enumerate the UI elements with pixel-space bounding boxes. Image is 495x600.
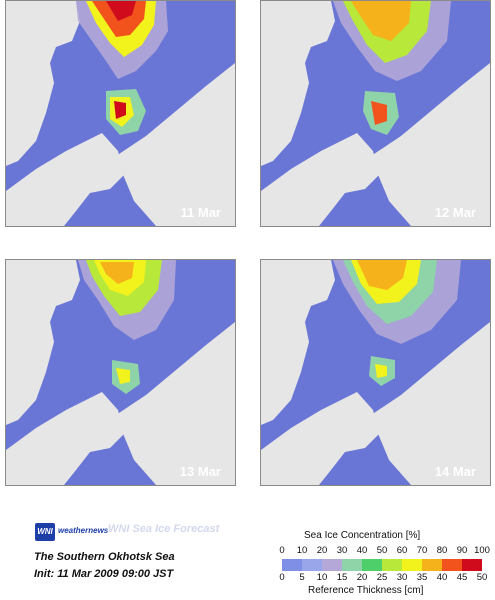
map-panel-12-mar: 12 Mar — [260, 0, 491, 227]
thickness-tick-label: 5 — [299, 572, 305, 583]
thickness-title: Reference Thickness [cm] — [308, 585, 424, 596]
color-bar-segment — [342, 559, 362, 571]
forecast-info: WNI weathernews WNI Sea Ice Forecast The… — [20, 520, 260, 595]
concentration-tick-label: 80 — [436, 545, 448, 556]
date-label: 13 Mar — [179, 464, 221, 479]
concentration-tick-label: 90 — [456, 545, 468, 556]
map-panel-14-mar: 14 Mar — [260, 259, 491, 486]
map-graphic — [6, 1, 235, 226]
map-graphic — [261, 1, 490, 226]
date-label: 11 Mar — [180, 205, 221, 220]
map-graphic — [6, 260, 235, 485]
thickness-tick-label: 40 — [436, 572, 448, 583]
concentration-ticks: 0 10 20 30 40 50 60 70 80 90 100 — [274, 545, 490, 557]
weathernews-logo-icon: WNI — [35, 523, 55, 541]
concentration-title: Sea Ice Concentration [%] — [304, 530, 421, 541]
init-time: Init: 11 Mar 2009 09:00 JST — [34, 568, 174, 580]
concentration-tick-label: 50 — [376, 545, 388, 556]
map-panel-13-mar: 13 Mar — [5, 259, 236, 486]
color-bar-segment — [362, 559, 382, 571]
concentration-tick-label: 20 — [316, 545, 328, 556]
legend: Sea Ice Concentration [%] 0 10 20 30 40 50 60 7… — [274, 530, 490, 596]
region-label: The Southern Okhotsk Sea — [34, 551, 175, 563]
concentration-tick-label: 60 — [396, 545, 408, 556]
color-bar-segment — [422, 559, 442, 571]
concentration-tick-label: 100 — [474, 545, 490, 556]
color-bar-segment — [462, 559, 482, 571]
color-bar-segment — [402, 559, 422, 571]
color-bar — [282, 559, 482, 571]
color-bar-segment — [322, 559, 342, 571]
date-label: 12 Mar — [434, 205, 476, 220]
concentration-tick-label: 0 — [279, 545, 285, 556]
logo-text: weathernews — [58, 526, 109, 535]
concentration-tick-label: 30 — [336, 545, 348, 556]
thickness-tick-label: 45 — [456, 572, 468, 583]
thickness-ticks: 0 5 10 15 20 25 30 35 40 45 50 — [274, 572, 490, 584]
color-bar-segment — [442, 559, 462, 571]
concentration-tick-label: 10 — [296, 545, 308, 556]
concentration-tick-label: 70 — [416, 545, 428, 556]
color-bar-segment — [282, 559, 302, 571]
thickness-tick-label: 25 — [376, 572, 388, 583]
date-label: 14 Mar — [434, 464, 476, 479]
thickness-tick-label: 10 — [316, 572, 328, 583]
thickness-tick-label: 15 — [336, 572, 348, 583]
thickness-tick-label: 50 — [476, 572, 488, 583]
map-graphic — [261, 260, 490, 485]
thickness-tick-label: 30 — [396, 572, 408, 583]
color-bar-segment — [382, 559, 402, 571]
map-panel-11-mar: 11 Mar — [5, 0, 236, 227]
thickness-tick-label: 0 — [279, 572, 285, 583]
thickness-tick-label: 20 — [356, 572, 368, 583]
color-bar-segment — [302, 559, 322, 571]
concentration-tick-label: 40 — [356, 545, 368, 556]
forecast-title: WNI Sea Ice Forecast — [108, 523, 220, 535]
thickness-tick-label: 35 — [416, 572, 428, 583]
